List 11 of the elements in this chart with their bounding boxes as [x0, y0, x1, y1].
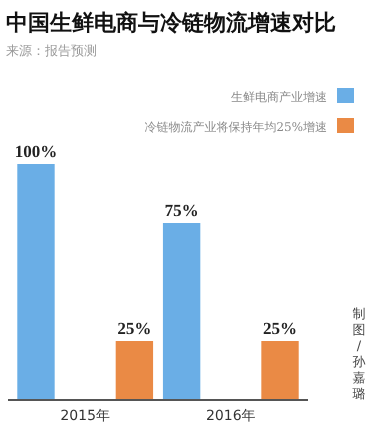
legend-label: 生鲜电商产业增速	[231, 90, 327, 104]
chart-title: 中国生鲜电商与冷链物流增速对比	[6, 10, 336, 36]
data-label: 25%	[117, 319, 152, 338]
text: 制图/孙嘉璐	[352, 307, 366, 402]
x-tick-label: 2016年	[206, 408, 256, 424]
legend-label: 冷链物流产业将保持年均25%增速	[144, 120, 327, 134]
data-label: 25%	[263, 319, 298, 338]
data-label: 75%	[164, 201, 199, 220]
x-tick-label: 2015年	[60, 408, 110, 424]
chart-subtitle: 来源：报告预测	[6, 44, 97, 59]
data-label: 100%	[14, 142, 58, 161]
